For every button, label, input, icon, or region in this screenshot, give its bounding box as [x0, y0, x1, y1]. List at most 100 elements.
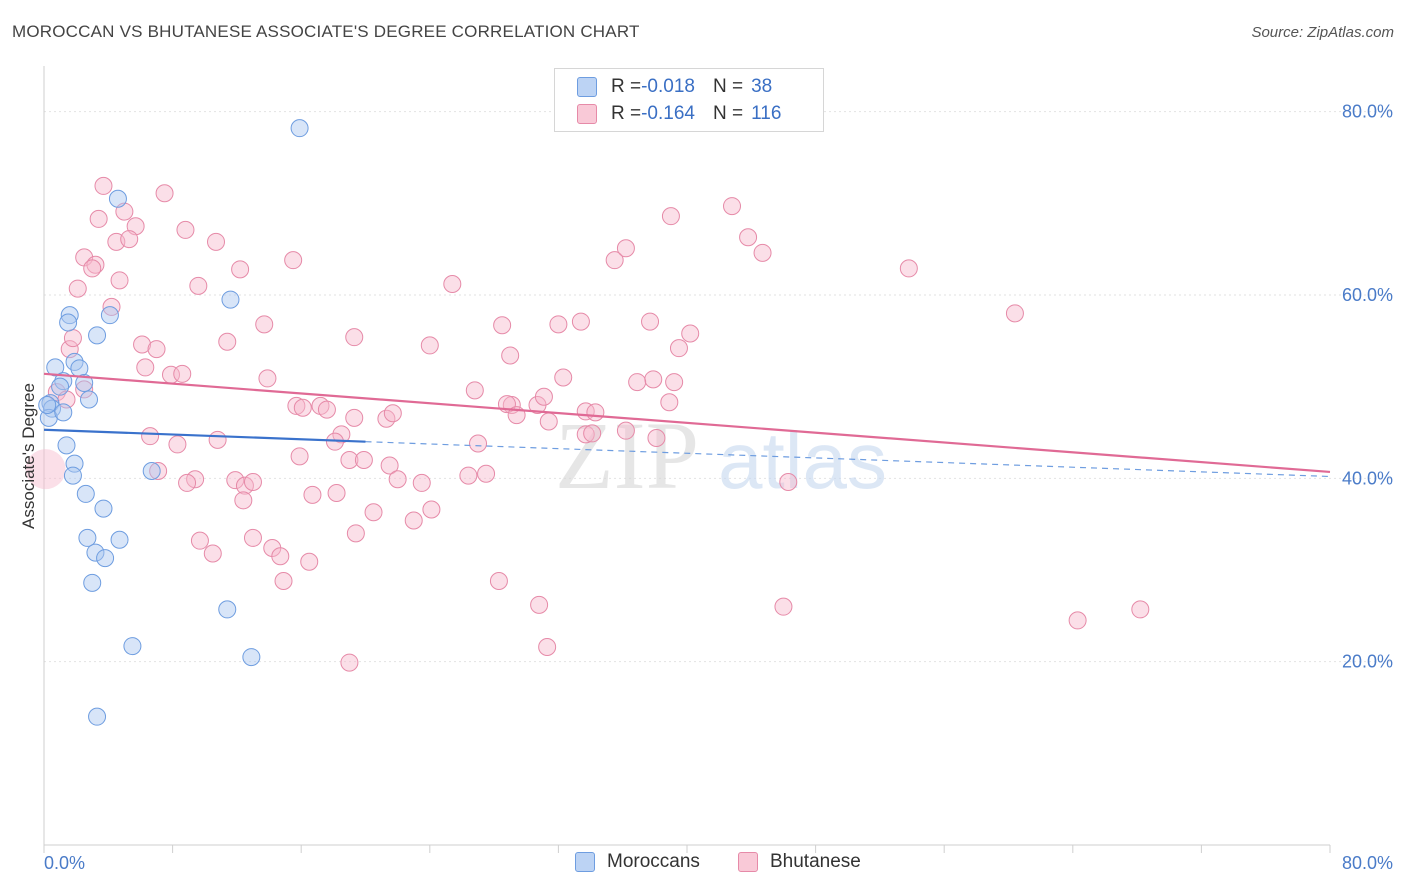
bhutanese-point: [489, 572, 508, 590]
bhutanese-point: [255, 315, 274, 334]
legend-r-label: R =: [611, 103, 642, 124]
bhutanese-point: [1068, 611, 1087, 630]
moroccan-trend-line: [43, 428, 366, 443]
bhutanese-point: [136, 358, 155, 377]
bhutanese-point: [1005, 304, 1024, 323]
bhutanese-point: [345, 408, 364, 427]
bhutanese-point: [660, 393, 679, 412]
bhutanese-point: [25, 449, 66, 490]
moroccan-point: [60, 306, 79, 325]
x-tick-label: 0.0%: [44, 853, 85, 873]
moroccan-point: [94, 499, 113, 518]
legend-r-label: R =: [611, 76, 642, 97]
bhutanese-point: [554, 368, 573, 387]
chart-title: MOROCCAN VS BHUTANESE ASSOCIATE'S DEGREE…: [12, 22, 640, 41]
series-legend-moroccans[interactable]: Moroccans: [575, 851, 700, 873]
bhutanese-point: [300, 552, 319, 571]
moroccan-point: [290, 119, 309, 138]
bhutanese-point: [68, 279, 87, 298]
bhutanese-point: [231, 260, 250, 279]
bhutanese-point: [534, 387, 553, 406]
moroccan-point: [46, 358, 65, 377]
bhutanese-point: [530, 595, 549, 614]
bhutanese-point: [380, 456, 399, 475]
bhutanese-point: [459, 466, 478, 485]
bhutanese-point: [647, 429, 666, 447]
legend-n-label: N =: [712, 103, 744, 124]
bhutanese-point: [346, 524, 365, 543]
moroccan-point: [221, 290, 240, 309]
moroccan-point: [54, 372, 73, 391]
y-tick-label: 60.0%: [1342, 285, 1393, 305]
legend-n-label: N =: [712, 76, 744, 97]
bhutanese-point: [340, 451, 359, 469]
y-tick-labels: 20.0% 40.0% 60.0% 80.0%: [1342, 102, 1393, 672]
bhutanese-point: [383, 404, 402, 423]
moroccan-point: [96, 549, 115, 568]
legend-n-value: 116: [751, 103, 782, 124]
bhutanese-point: [469, 434, 488, 453]
legend-n-value: 38: [751, 76, 773, 97]
legend-swatch-moroccans: [577, 77, 597, 97]
y-axis-label: Associate's Degree: [19, 383, 38, 529]
bhutanese-point: [203, 544, 222, 563]
bhutanese-point: [586, 403, 605, 422]
x-tick-labels: 0.0% 80.0%: [44, 853, 1393, 873]
bhutanese-point: [422, 500, 441, 519]
bhutanese-point: [303, 485, 322, 504]
bhutanese-point: [641, 312, 660, 331]
bhutanese-point: [47, 383, 66, 402]
bhutanese-point: [110, 271, 129, 290]
bhutanese-point: [388, 470, 407, 489]
bhutanese-point: [501, 346, 520, 365]
bhutanese-point: [89, 209, 108, 228]
legend-r-value: -0.164: [641, 103, 695, 124]
bhutanese-point: [616, 421, 635, 440]
watermark-atlas: atlas: [718, 416, 887, 505]
bhutanese-point: [226, 471, 245, 490]
moroccan-point: [218, 600, 237, 619]
bhutanese-point: [404, 511, 423, 530]
bhutanese-point: [133, 335, 152, 354]
bhutanese-point: [364, 503, 383, 522]
series-label-moroccans: Moroccans: [607, 851, 700, 872]
bhutanese-point: [155, 184, 174, 203]
bhutanese-point: [149, 462, 168, 480]
watermark-zip: ZIP: [555, 402, 699, 509]
bhutanese-point: [340, 653, 359, 672]
moroccan-points: [38, 119, 309, 726]
axes: [43, 66, 1331, 853]
bhutanese-point: [189, 276, 208, 295]
moroccan-point: [86, 543, 105, 562]
bhutanese-point: [94, 176, 113, 195]
bhutanese-point: [661, 207, 680, 226]
stats-legend: R = -0.018 N = 38 R = -0.164 N = 116: [554, 68, 824, 132]
grid-lines: [44, 111, 1392, 663]
bhutanese-point: [218, 332, 237, 351]
bhutanese-point: [271, 547, 290, 566]
legend-row-bhutanese: R = -0.164 N = 116: [577, 102, 781, 126]
bhutanese-point: [605, 251, 624, 270]
bhutanese-point: [681, 324, 700, 343]
bhutanese-point: [644, 370, 663, 389]
bhutanese-point: [258, 369, 277, 388]
bhutanese-point: [120, 230, 139, 249]
bhutanese-point: [753, 243, 772, 262]
moroccan-point: [83, 573, 102, 592]
bhutanese-point: [465, 381, 484, 400]
series-swatch-moroccans: [575, 852, 595, 872]
bhutanese-point: [576, 425, 595, 444]
series-legend-bhutanese[interactable]: Bhutanese: [738, 851, 861, 873]
moroccan-point: [63, 466, 82, 485]
bhutanese-point: [234, 491, 253, 510]
moroccan-point: [76, 484, 95, 503]
bhutanese-point: [190, 531, 209, 550]
bhutanese-point: [178, 473, 197, 492]
moroccan-point: [57, 436, 76, 455]
bhutanese-point: [899, 259, 918, 278]
bhutanese-point: [327, 484, 346, 502]
bhutanese-point: [538, 638, 557, 656]
y-tick-label: 20.0%: [1342, 652, 1393, 672]
bhutanese-point: [539, 412, 558, 431]
bhutanese-point: [493, 316, 512, 335]
